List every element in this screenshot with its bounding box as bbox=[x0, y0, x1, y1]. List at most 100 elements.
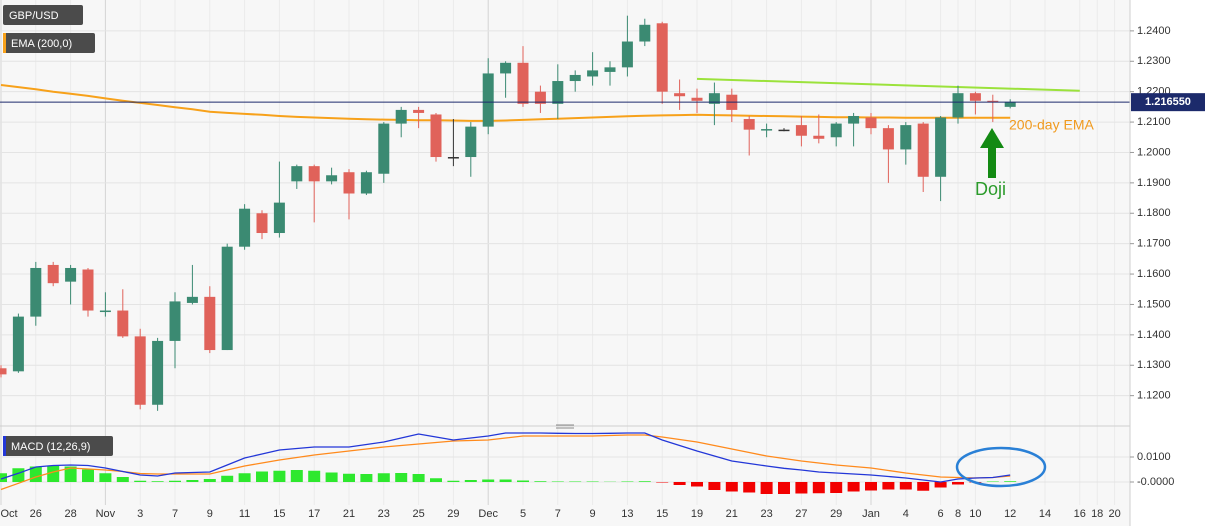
histogram-bar bbox=[899, 482, 912, 490]
y-tick-label: 1.1300 bbox=[1137, 359, 1171, 371]
y-tick-label: 0.0100 bbox=[1137, 451, 1171, 463]
candle-body bbox=[395, 109, 407, 124]
y-tick-label: 1.1400 bbox=[1137, 329, 1171, 341]
candle-body bbox=[952, 93, 964, 118]
axis-background bbox=[1130, 0, 1207, 526]
legend: GBP/USD EMA (200,0) MACD (12,26,9) bbox=[3, 5, 113, 456]
x-tick-label: 15 bbox=[273, 508, 285, 520]
histogram-bar bbox=[186, 480, 199, 482]
candle-body bbox=[882, 128, 894, 150]
y-tick-label: 1.2400 bbox=[1137, 25, 1171, 37]
histogram-bar bbox=[499, 479, 512, 482]
x-tick-label: 18 bbox=[1091, 508, 1103, 520]
histogram-bar bbox=[412, 474, 425, 482]
candle-body bbox=[256, 213, 268, 234]
x-tick-label: 15 bbox=[656, 508, 668, 520]
histogram-bar bbox=[708, 482, 721, 490]
candle-body bbox=[291, 166, 303, 182]
y-tick-label: -0.0000 bbox=[1137, 476, 1174, 488]
candle-body bbox=[848, 115, 860, 124]
histogram-bar bbox=[482, 479, 495, 482]
candle-body bbox=[674, 93, 686, 97]
histogram-bar bbox=[638, 481, 651, 482]
candle-body bbox=[186, 296, 198, 303]
candle-body bbox=[691, 97, 703, 101]
y-tick-label: 1.2300 bbox=[1137, 55, 1171, 67]
candle-body bbox=[0, 368, 7, 375]
x-tick-label: Nov bbox=[96, 508, 116, 520]
x-tick-label: 3 bbox=[137, 508, 143, 520]
histogram-bar bbox=[360, 474, 373, 482]
x-tick-label: 23 bbox=[760, 508, 772, 520]
x-tick-label: 19 bbox=[691, 508, 703, 520]
candle-body bbox=[795, 125, 807, 136]
candle-body bbox=[99, 310, 111, 313]
candle-body bbox=[569, 74, 581, 82]
candle-body bbox=[47, 264, 59, 284]
x-tick-label: 21 bbox=[343, 508, 355, 520]
legend-box bbox=[3, 5, 83, 25]
candle-body bbox=[917, 123, 929, 177]
candle-body bbox=[987, 100, 999, 103]
histogram-bar bbox=[430, 478, 442, 482]
histogram-bar bbox=[256, 471, 268, 482]
x-tick-label: 27 bbox=[795, 508, 807, 520]
histogram-bar bbox=[82, 469, 94, 482]
candle-body bbox=[343, 172, 355, 194]
histogram-bar bbox=[778, 482, 790, 494]
legend-box bbox=[3, 436, 113, 456]
histogram-bar bbox=[812, 482, 825, 494]
candle-body bbox=[865, 117, 877, 129]
histogram-bar bbox=[847, 482, 860, 492]
candle-body bbox=[969, 93, 981, 101]
histogram-bar bbox=[882, 482, 895, 490]
candle-body bbox=[482, 73, 494, 127]
x-tick-label: Dec bbox=[478, 508, 498, 520]
histogram-bar bbox=[169, 480, 181, 482]
histogram-bar bbox=[47, 465, 60, 482]
histogram-bar bbox=[517, 480, 529, 482]
y-tick-label: 1.1500 bbox=[1137, 298, 1171, 310]
histogram-bar bbox=[238, 473, 251, 482]
histogram-bar bbox=[395, 473, 408, 482]
histogram-bar bbox=[151, 481, 164, 482]
x-tick-label: 25 bbox=[412, 508, 424, 520]
candle-body bbox=[656, 23, 668, 92]
candle-body bbox=[360, 172, 372, 194]
last-price-box bbox=[1131, 93, 1205, 112]
x-tick-label: 26 bbox=[30, 508, 42, 520]
x-tick-label: 4 bbox=[903, 508, 909, 520]
x-tick-label: 12 bbox=[1004, 508, 1016, 520]
histogram-bar bbox=[464, 480, 477, 482]
candle-body bbox=[587, 70, 599, 77]
histogram-bar bbox=[865, 482, 877, 491]
x-tick-label: 17 bbox=[308, 508, 320, 520]
candle-body bbox=[239, 208, 251, 247]
x-tick-label: 5 bbox=[520, 508, 526, 520]
candle-body bbox=[221, 246, 233, 351]
histogram-bar bbox=[952, 482, 964, 485]
x-tick-label: 29 bbox=[830, 508, 842, 520]
candle-body bbox=[708, 93, 720, 104]
plot-background bbox=[0, 0, 1130, 526]
x-tick-label: 20 bbox=[1108, 508, 1120, 520]
legend-box bbox=[3, 33, 95, 53]
candle-body bbox=[900, 125, 912, 150]
candle-body bbox=[604, 67, 616, 72]
y-tick-label: 1.2100 bbox=[1137, 116, 1171, 128]
candle-body bbox=[152, 340, 164, 405]
x-tick-label: 21 bbox=[726, 508, 738, 520]
histogram-bar bbox=[447, 480, 460, 482]
y-tick-label: 1.1900 bbox=[1137, 177, 1171, 189]
macd-line bbox=[0, 432, 1011, 483]
candle-body bbox=[273, 202, 285, 234]
legend-title: GBP/USD bbox=[9, 10, 59, 22]
histogram-bar bbox=[308, 470, 321, 482]
candle-body bbox=[30, 267, 42, 317]
highlight-ring bbox=[955, 446, 1047, 488]
x-tick-label: 29 bbox=[447, 508, 459, 520]
candle-body bbox=[1004, 102, 1016, 107]
x-tick-label: 8 bbox=[955, 508, 961, 520]
x-tick-label: 7 bbox=[172, 508, 178, 520]
